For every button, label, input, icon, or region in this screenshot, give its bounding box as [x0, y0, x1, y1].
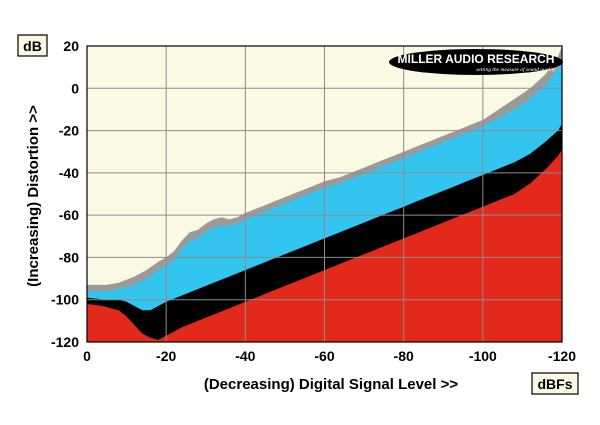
miller-audio-research-logo: MILLER AUDIO RESEARCH setting the measur… — [389, 49, 563, 75]
x-tick-label: -80 — [394, 348, 414, 364]
y-tick-label: 0 — [71, 80, 79, 96]
y-tick-label: 20 — [63, 38, 79, 54]
x-tick-label: -20 — [156, 348, 176, 364]
x-axis-title: (Decreasing) Digital Signal Level >> — [204, 376, 458, 393]
x-tick-label: -40 — [235, 348, 255, 364]
x-tick-label: -60 — [314, 348, 334, 364]
y-unit-label: dB — [23, 38, 42, 54]
logo-tagline: setting the measure of sound quality — [476, 66, 556, 73]
x-unit-box: dBFs — [531, 372, 579, 395]
plot-frame — [86, 45, 563, 343]
x-tick-labels: 0 -20 -40 -60 -80 -100 -120 — [83, 348, 576, 364]
y-tick-label: -80 — [59, 249, 79, 265]
y-tick-label: -20 — [59, 123, 79, 139]
series-area-4 — [87, 149, 562, 342]
y-tick-labels: 20 0 -20 -40 -60 -80 -100 -120 — [51, 38, 79, 350]
logo-name: MILLER AUDIO RESEARCH — [398, 52, 555, 66]
x-tick-label: -120 — [548, 348, 576, 364]
x-tick-label: 0 — [83, 348, 91, 364]
x-tick-label: -100 — [469, 348, 497, 364]
y-unit-box: dB — [17, 34, 48, 57]
x-unit-label: dBFs — [538, 376, 573, 392]
y-tick-label: -100 — [51, 292, 79, 308]
y-tick-label: -60 — [59, 207, 79, 223]
y-tick-label: -40 — [59, 165, 79, 181]
y-tick-label: -120 — [51, 334, 79, 350]
y-axis-title: (Increasing) Distortion >> — [25, 105, 42, 287]
grid-layer — [87, 46, 562, 342]
